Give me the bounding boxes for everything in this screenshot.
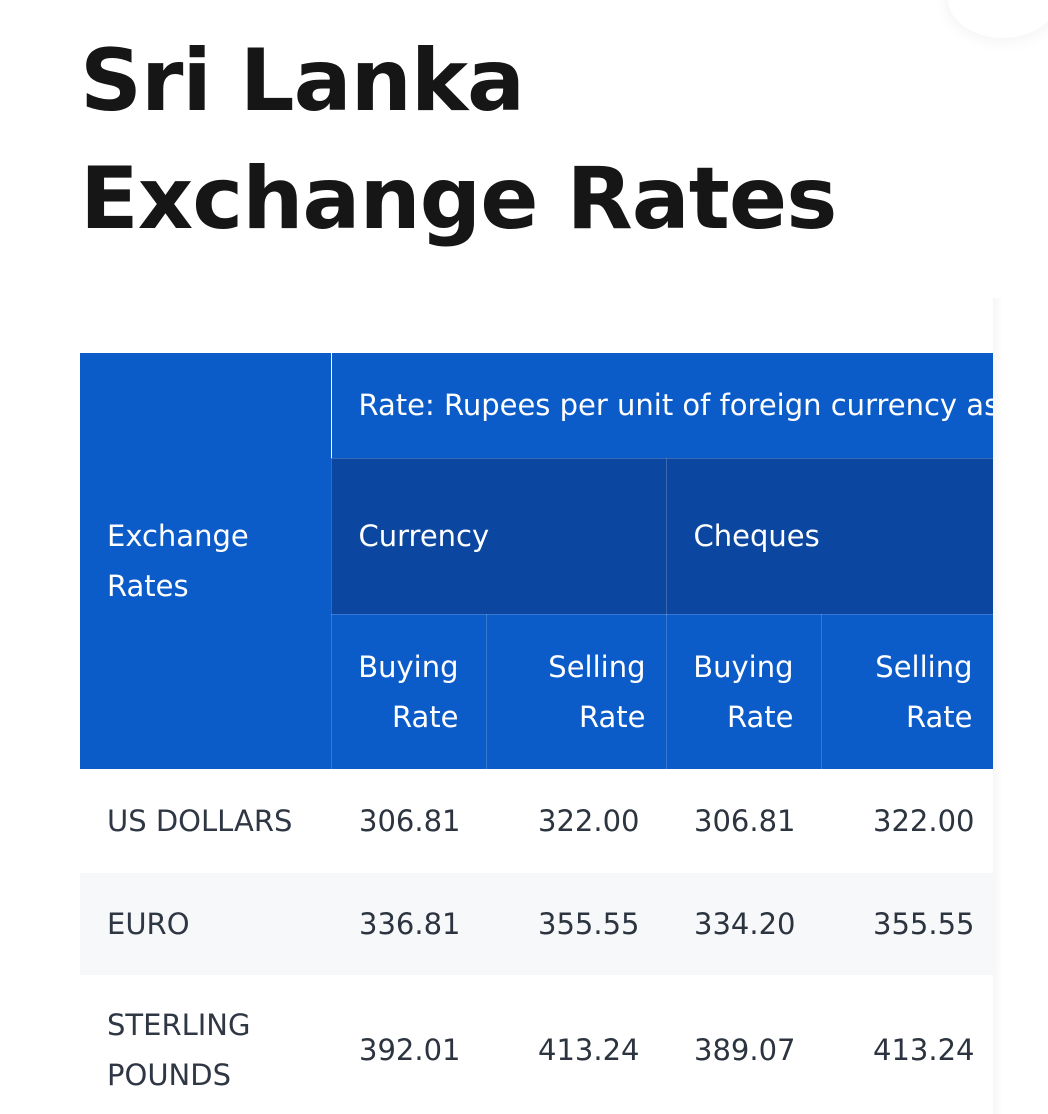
currency-buying-rate: 336.81 <box>331 873 486 975</box>
header-group-currency: Currency <box>330 457 667 615</box>
header-cheques-buying-rate: Buying Rate <box>665 613 822 770</box>
header-currency-selling-rate: Selling Rate <box>485 613 667 770</box>
header-cheques-selling-rate: Selling Rate <box>820 613 993 770</box>
cheques-selling-rate: 413.24 <box>821 975 993 1114</box>
currency-buying-rate: 306.81 <box>331 769 486 873</box>
cheques-selling-rate: 355.55 <box>821 873 993 975</box>
exchange-rates-table-container[interactable]: Exchange Rates Rate: Rupees per unit of … <box>80 353 993 1114</box>
header-exchange-rates: Exchange Rates <box>80 353 332 770</box>
page-title: Sri Lanka Exchange Rates <box>80 31 837 249</box>
cheques-selling-rate: 322.00 <box>821 769 993 873</box>
cheques-buying-rate: 389.07 <box>666 975 821 1114</box>
currency-selling-rate: 355.55 <box>486 873 666 975</box>
currency-name: EURO <box>80 873 331 975</box>
currency-selling-rate: 322.00 <box>486 769 666 873</box>
currency-name: US DOLLARS <box>80 769 331 873</box>
currency-name: STERLING POUNDS <box>80 975 331 1114</box>
table-scroll-edge[interactable] <box>993 298 1003 1114</box>
currency-buying-rate: 392.01 <box>331 975 486 1114</box>
header-rate-note: Rate: Rupees per unit of foreign currenc… <box>330 353 993 459</box>
cheques-buying-rate: 306.81 <box>666 769 821 873</box>
header-currency-buying-rate: Buying Rate <box>330 613 487 770</box>
header-group-cheques: Cheques <box>665 457 993 615</box>
table-row: EURO 336.81 355.55 334.20 355.55 <box>80 873 993 975</box>
cheques-buying-rate: 334.20 <box>666 873 821 975</box>
exchange-rates-table: Exchange Rates Rate: Rupees per unit of … <box>80 353 993 1114</box>
currency-selling-rate: 413.24 <box>486 975 666 1114</box>
table-row: STERLING POUNDS 392.01 413.24 389.07 413… <box>80 975 993 1114</box>
table-row: US DOLLARS 306.81 322.00 306.81 322.00 <box>80 769 993 873</box>
